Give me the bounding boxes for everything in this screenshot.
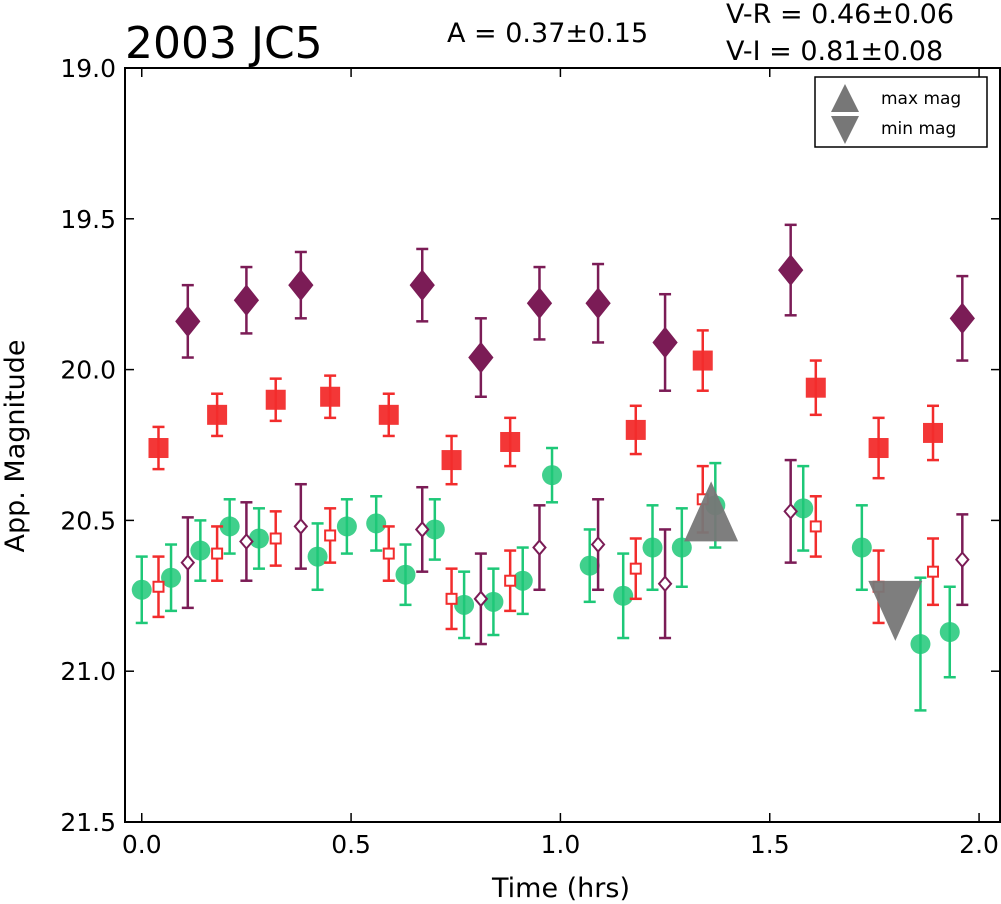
y-tick-label: 21.5 bbox=[60, 808, 116, 837]
legend-min-mag-marker bbox=[831, 116, 859, 144]
data-point bbox=[805, 377, 826, 398]
v-i-color-label: V-I = 0.81±0.08 bbox=[726, 36, 943, 67]
data-point bbox=[424, 519, 445, 540]
data-point bbox=[923, 422, 944, 443]
plot-frame bbox=[124, 67, 1001, 823]
min-mag-marker bbox=[868, 580, 923, 641]
data-point bbox=[783, 502, 798, 520]
data-point bbox=[652, 326, 678, 359]
series-1 bbox=[148, 329, 944, 486]
x-tick-label: 2.0 bbox=[959, 830, 999, 859]
data-point bbox=[532, 539, 547, 557]
data-point bbox=[219, 516, 240, 537]
data-point bbox=[148, 438, 169, 459]
data-point bbox=[336, 516, 357, 537]
v-r-color-label: V-R = 0.46±0.06 bbox=[726, 0, 954, 30]
data-point bbox=[445, 592, 458, 605]
data-point bbox=[366, 513, 387, 534]
data-point bbox=[526, 287, 553, 320]
data-point bbox=[579, 555, 600, 576]
data-point bbox=[207, 404, 228, 425]
legend-max-mag-label: max mag bbox=[881, 89, 961, 109]
data-point bbox=[248, 528, 269, 549]
data-point bbox=[590, 535, 606, 554]
data-point bbox=[939, 621, 960, 642]
data-point bbox=[441, 450, 462, 471]
data-point bbox=[483, 591, 504, 612]
data-point bbox=[625, 419, 646, 440]
y-tick-label: 21.0 bbox=[60, 657, 116, 686]
y-tick-label: 19.0 bbox=[60, 54, 116, 83]
data-point bbox=[378, 404, 399, 425]
data-point bbox=[793, 498, 814, 519]
data-point bbox=[642, 537, 663, 558]
series-0 bbox=[175, 223, 975, 398]
data-point bbox=[585, 287, 611, 320]
legend-min-mag-label: min mag bbox=[881, 119, 956, 139]
axes: 0.0 0.5 1.0 1.5 2.0 19.0 19.5 20.0 20.5 21.0 21.5 bbox=[60, 54, 1001, 859]
data-point bbox=[382, 547, 395, 560]
x-tick-label: 1.0 bbox=[541, 830, 581, 859]
data-point bbox=[161, 567, 182, 588]
data-point bbox=[927, 565, 940, 578]
data-point bbox=[500, 431, 521, 452]
data-point bbox=[809, 520, 822, 533]
data-point bbox=[175, 305, 201, 338]
data-point bbox=[409, 269, 435, 301]
data-point bbox=[851, 537, 872, 558]
data-point bbox=[152, 580, 165, 593]
y-axis-label: App. Magnitude bbox=[0, 340, 31, 553]
data-point bbox=[414, 520, 430, 538]
data-point bbox=[955, 551, 970, 569]
data-point bbox=[629, 562, 642, 575]
y-tick-label: 20.0 bbox=[60, 356, 116, 385]
data-point bbox=[324, 529, 337, 542]
data-point bbox=[473, 590, 489, 608]
amplitude-label: A = 0.37±0.15 bbox=[447, 18, 648, 49]
data-point bbox=[190, 540, 211, 561]
plot-area bbox=[131, 223, 975, 712]
x-tick-label: 1.5 bbox=[750, 830, 790, 859]
data-point bbox=[512, 570, 533, 591]
data-point bbox=[395, 564, 416, 585]
y-tick-label: 19.5 bbox=[60, 205, 116, 234]
chart-title: 2003 JC5 bbox=[125, 18, 323, 69]
x-tick-label: 0.0 bbox=[122, 830, 162, 859]
series-3 bbox=[180, 458, 970, 646]
data-point bbox=[239, 532, 254, 551]
data-point bbox=[910, 634, 931, 655]
data-point bbox=[657, 575, 673, 593]
data-point bbox=[692, 350, 713, 371]
data-point bbox=[454, 594, 475, 615]
data-point bbox=[180, 554, 196, 572]
series-2 bbox=[131, 446, 960, 712]
series-4 bbox=[152, 464, 940, 631]
data-point bbox=[468, 341, 494, 374]
data-point bbox=[320, 386, 341, 407]
data-point bbox=[293, 517, 309, 535]
data-point bbox=[269, 532, 282, 545]
x-axis-label: Time (hrs) bbox=[491, 873, 630, 904]
data-point bbox=[211, 547, 224, 560]
data-point bbox=[233, 284, 260, 317]
legend-max-mag-marker bbox=[831, 84, 859, 112]
x-tick-label: 0.5 bbox=[331, 830, 371, 859]
y-tick-label: 20.5 bbox=[60, 506, 116, 535]
data-point bbox=[542, 465, 563, 486]
legend: max mag min mag bbox=[814, 76, 988, 148]
data-point bbox=[288, 269, 314, 301]
data-point bbox=[671, 537, 692, 558]
data-point bbox=[265, 389, 286, 410]
data-point bbox=[868, 438, 889, 459]
data-point bbox=[131, 579, 152, 600]
data-point bbox=[307, 546, 328, 567]
data-point bbox=[778, 254, 804, 286]
data-point bbox=[949, 302, 975, 335]
data-point bbox=[613, 585, 634, 606]
max-mag-marker bbox=[684, 481, 739, 542]
data-point bbox=[504, 574, 517, 587]
